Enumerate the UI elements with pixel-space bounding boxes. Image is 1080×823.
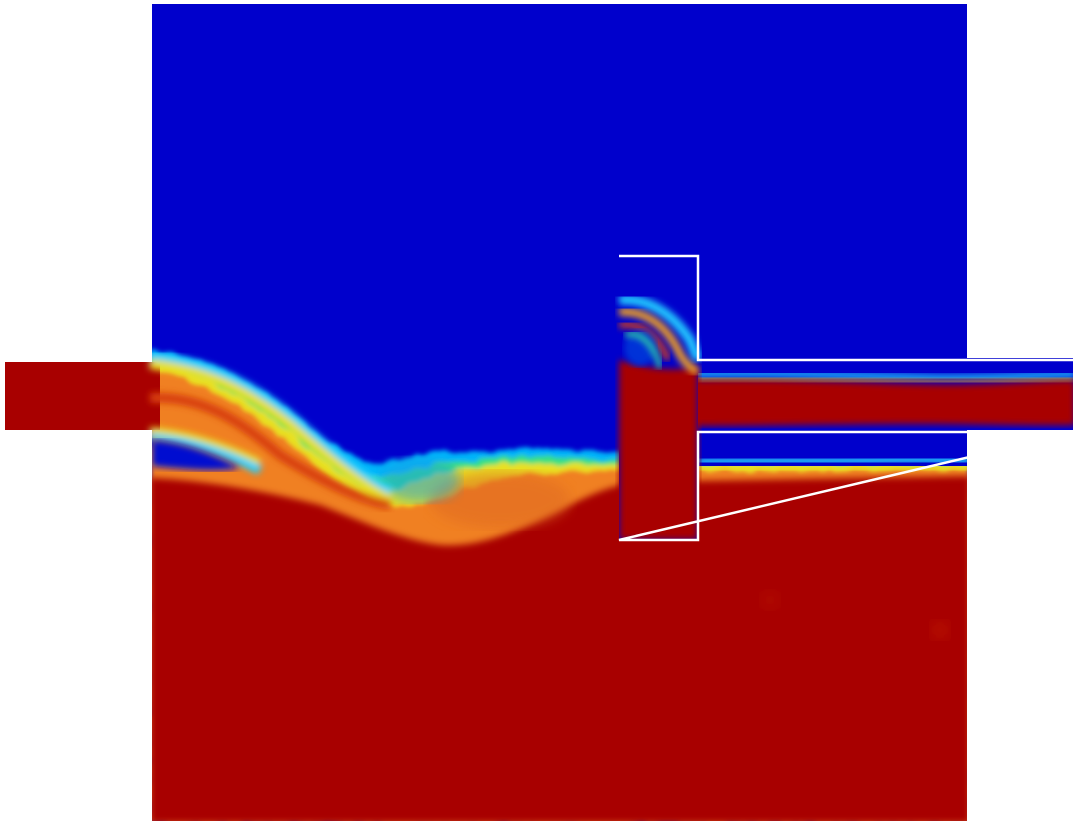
lower-right-interface-yellow xyxy=(697,464,971,473)
inlet-jet xyxy=(5,362,160,430)
lower-speckle xyxy=(930,620,950,640)
baffle-interior xyxy=(618,256,703,540)
lower-speckle xyxy=(760,590,780,610)
mixing-plume-core xyxy=(380,458,460,502)
trapped-upper-phase xyxy=(152,440,240,471)
inlet-jet-plume xyxy=(149,352,394,510)
lower-phase-region xyxy=(150,476,970,821)
baffle-outline xyxy=(618,254,1076,542)
lower-right-interface xyxy=(697,455,971,466)
mixing-plume xyxy=(430,472,570,528)
outlet-jet xyxy=(690,362,1073,432)
